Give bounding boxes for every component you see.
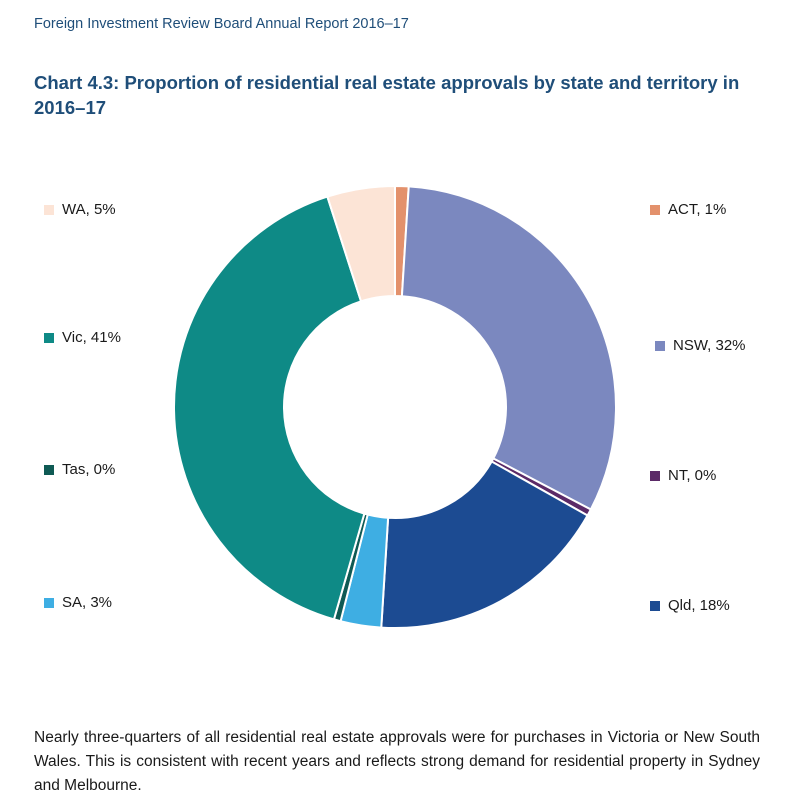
body-paragraph: Nearly three-quarters of all residential… (34, 728, 760, 794)
donut-slice-qld (380, 460, 589, 629)
donut-slice-nsw (400, 185, 617, 511)
legend-label-act: ACT, 1% (668, 201, 727, 218)
donut-chart (173, 184, 617, 629)
legend-item-tas: Tas, 0% (44, 461, 115, 478)
legend-label-tas: Tas, 0% (62, 461, 116, 478)
legend-swatch-nt (650, 470, 660, 481)
donut-slice-wa (326, 184, 396, 303)
legend-label-nt: NT, 0% (668, 467, 717, 484)
legend-swatch-nsw (655, 340, 665, 351)
donut-slice-vic (173, 195, 366, 621)
legend-item-wa: WA, 5% (44, 201, 116, 218)
legend-label-qld: Qld, 18% (668, 597, 730, 614)
legend-swatch-act (650, 204, 660, 215)
legend-swatch-sa (44, 597, 54, 608)
legend-item-vic: Vic, 41% (44, 329, 121, 346)
legend-swatch-qld (650, 600, 660, 611)
legend-label-vic: Vic, 41% (62, 329, 121, 346)
chart-title: Chart 4.3: Proportion of residential rea… (34, 72, 740, 118)
legend-swatch-vic (44, 332, 54, 343)
legend-item-sa: SA, 3% (44, 594, 112, 611)
running-header: Foreign Investment Review Board Annual R… (34, 16, 409, 32)
legend-swatch-wa (44, 204, 54, 215)
legend-item-qld: Qld, 18% (650, 597, 730, 614)
legend-item-act: ACT, 1% (650, 201, 726, 218)
legend-label-nsw: NSW, 32% (673, 337, 746, 354)
legend-label-wa: WA, 5% (62, 201, 116, 218)
legend-item-nsw: NSW, 32% (655, 337, 746, 354)
legend-item-nt: NT, 0% (650, 467, 716, 484)
legend-label-sa: SA, 3% (62, 594, 113, 611)
legend-swatch-tas (44, 464, 54, 475)
